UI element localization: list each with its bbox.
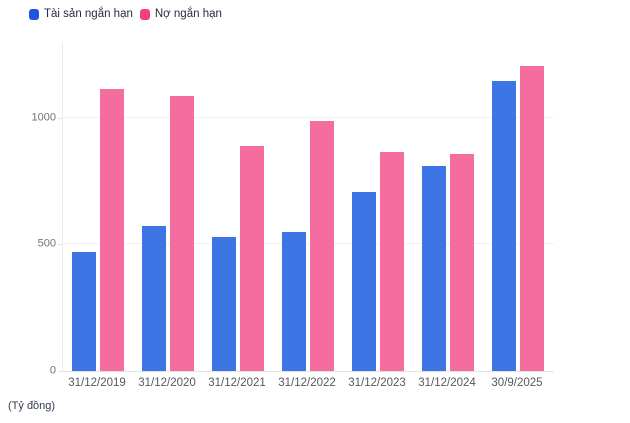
bar[interactable] [380,151,404,371]
bar-group-30-9-2025 [483,42,553,371]
bar[interactable] [450,153,474,371]
gridline-500 [63,243,554,245]
bar[interactable] [72,252,96,371]
axis-unit-label: (Tỷ đồng) [8,400,56,412]
legend-marker-blue-icon [29,9,39,21]
x-axis-label: 31/12/2019 [68,377,126,389]
bar[interactable] [352,191,376,371]
bar[interactable] [282,232,306,371]
y-tick-label-1000: 1000 [31,111,56,124]
x-axis-label: 31/12/2024 [418,377,476,389]
y-tick-mark-1000 [58,117,62,119]
y-tick-mark-500 [58,244,62,246]
bar[interactable] [212,236,236,371]
x-axis-label: 31/12/2023 [348,377,406,389]
x-axis-label: 31/12/2021 [208,377,266,389]
bar[interactable] [100,88,124,371]
bar-group-31-12-2022 [273,42,343,371]
bar-group-31-12-2023 [343,42,413,371]
legend: Tài sản ngắn hạn Nợ ngắn hạn [29,8,222,21]
bar-group-31-12-2019 [63,42,133,371]
x-axis-label: 31/12/2022 [278,377,336,389]
gridline-1000 [63,116,554,118]
legend-item-no-ngan-han[interactable]: Nợ ngắn hạn [139,8,222,21]
bar-group-31-12-2020 [133,42,203,371]
bar[interactable] [142,225,166,371]
bar[interactable] [310,121,334,371]
y-tick-label-500: 500 [37,237,56,250]
x-axis-label: 31/12/2020 [138,377,196,389]
bar[interactable] [492,80,516,371]
legend-label-no-ngan-han: Nợ ngắn hạn [154,8,222,20]
y-tick-mark-0 [58,371,62,372]
bar-groups [63,42,554,371]
bar[interactable] [240,145,264,371]
legend-label-tai-san-ngan-han: Tài sản ngắn hạn [44,8,133,20]
bar-group-31-12-2024 [413,42,483,371]
bar[interactable] [520,66,544,371]
x-axis-labels: 31/12/2019 31/12/2020 31/12/2021 31/12/2022… [62,377,553,391]
bar[interactable] [422,166,446,371]
y-tick-label-0: 0 [49,364,56,377]
bar-group-31-12-2021 [203,42,273,371]
bar[interactable] [170,96,194,371]
plot-area [62,42,554,372]
x-axis-label: 30/9/2025 [491,377,543,389]
legend-item-tai-san-ngan-han[interactable]: Tài sản ngắn hạn [29,8,133,21]
legend-marker-pink-icon [139,9,150,21]
